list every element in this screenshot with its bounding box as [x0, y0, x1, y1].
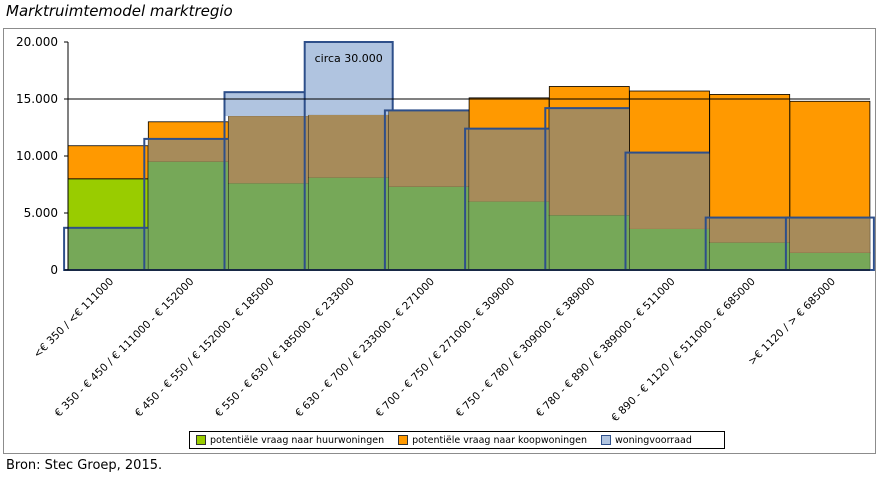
bar-overlap-koop — [709, 217, 790, 243]
bar-overlap-koop — [469, 128, 550, 202]
bar-koop — [67, 145, 149, 180]
bar-overlap-koop — [388, 110, 469, 187]
legend-item-voorraad: woningvoorraad — [601, 435, 692, 446]
y-tick-label: 10.000 — [16, 149, 58, 163]
bar-overlap-koop — [228, 116, 309, 184]
bar-overlap-huur — [789, 252, 870, 270]
bar-overlap-huur — [549, 215, 630, 270]
x-tick-label: >€ 1120 / > € 685000 — [746, 276, 838, 368]
bar-voorraad — [304, 42, 393, 115]
legend: potentiële vraag naar huurwoningen poten… — [189, 431, 725, 449]
legend-label-koop: potentiële vraag naar koopwoningen — [412, 434, 588, 446]
x-tick-label: € 550 - € 630 / € 185000 - € 233000 — [213, 276, 357, 420]
annotation-circa: circa 30.000 — [315, 52, 383, 65]
bar-overlap-huur — [308, 177, 389, 270]
source-note: Bron: Stec Groep, 2015. — [6, 458, 163, 473]
x-tick-label: € 750 - € 780 / € 309000 - € 389000 — [454, 276, 598, 420]
chart-title: Marktruimtemodel marktregio — [6, 2, 233, 20]
bars-layer — [63, 41, 875, 272]
legend-label-huur: potentiële vraag naar huurwoningen — [210, 434, 385, 446]
bar-overlap-koop — [308, 114, 389, 178]
legend-item-koop: potentiële vraag naar koopwoningen — [398, 435, 587, 446]
y-tick-label: 0 — [50, 263, 58, 277]
bar-overlap-koop — [549, 108, 630, 216]
x-tick-label: € 700 - € 750 / € 271000 - € 309000 — [373, 276, 517, 420]
y-tick-label: 15.000 — [16, 92, 58, 106]
bar-overlap-huur — [388, 186, 469, 270]
bar-overlap-koop — [789, 217, 870, 253]
bar-overlap-huur — [228, 183, 309, 270]
x-labels-layer: <€ 350 / <€ 111000€ 350 - € 450 / € 1110… — [31, 276, 838, 425]
bar-overlap-huur — [629, 228, 710, 270]
x-tick-label: € 350 - € 450 / € 111000 - € 152000 — [53, 276, 197, 420]
bar-overlap-huur — [469, 201, 550, 270]
bar-overlap-huur — [68, 227, 149, 270]
x-tick-label: € 890 - € 1120 / € 511000 - € 685000 — [609, 276, 758, 425]
bar-overlap-huur — [709, 242, 790, 270]
x-tick-label: € 780 - € 890 / € 389000 - € 511000 — [534, 276, 678, 420]
bar-voorraad — [224, 92, 313, 117]
chart-frame — [3, 28, 876, 454]
legend-label-voorraad: woningvoorraad — [615, 434, 692, 446]
x-tick-label: € 630 - € 700 / € 233000 - € 271000 — [293, 276, 437, 420]
bar-overlap-koop — [629, 152, 710, 229]
legend-swatch-koop — [398, 435, 409, 445]
bar-overlap-huur — [148, 161, 229, 270]
legend-swatch-huur — [196, 435, 206, 445]
axes-layer: circa 30.000 0 5.000 10.000 15.000 20.000 — [16, 35, 870, 277]
y-tick-label: 20.000 — [16, 35, 58, 49]
legend-item-huur: potentiële vraag naar huurwoningen — [196, 435, 384, 446]
x-tick-label: € 450 - € 550 / € 152000 - € 185000 — [133, 276, 277, 420]
x-tick-label: <€ 350 / <€ 111000 — [31, 276, 116, 361]
bar-overlap-koop — [148, 138, 229, 162]
legend-swatch-voorraad — [601, 435, 612, 445]
y-tick-label: 5.000 — [24, 206, 58, 220]
